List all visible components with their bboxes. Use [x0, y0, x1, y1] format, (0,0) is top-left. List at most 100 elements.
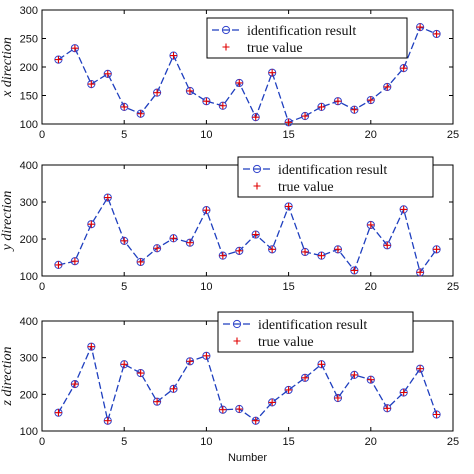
- y-tick-label: 200: [20, 234, 38, 246]
- point-identification-result: [169, 51, 178, 60]
- point-identification-result: [268, 245, 277, 254]
- point-identification-result: [103, 69, 112, 78]
- point-true-value: [202, 97, 210, 105]
- subplot-y-direction: 0 5 10 15 20 25 100 200 300 400 y direction identif…: [0, 156, 459, 293]
- point-true-value: [202, 352, 210, 360]
- point-true-value: [334, 245, 342, 253]
- legend-label: true value: [278, 180, 334, 195]
- point-identification-result: [383, 404, 392, 413]
- x-tick-label: 5: [121, 281, 127, 293]
- x-tick-label: 15: [282, 436, 294, 448]
- y-axis-label: z direction: [0, 347, 15, 407]
- point-true-value: [285, 118, 293, 126]
- legend-box: [206, 17, 408, 59]
- x-tick-label: 20: [365, 129, 377, 141]
- point-true-value: [120, 237, 128, 245]
- point-true-value: [433, 245, 441, 253]
- point-true-value: [400, 205, 408, 213]
- point-identification-result: [87, 220, 96, 229]
- point-identification-result: [120, 360, 129, 369]
- point-identification-result: [268, 398, 277, 407]
- point-identification-result: [350, 266, 359, 275]
- point-true-value: [416, 365, 424, 373]
- point-identification-result: [235, 78, 244, 88]
- y-tick-label: 400: [20, 160, 38, 172]
- point-true-value: [54, 409, 62, 417]
- point-true-value: [87, 343, 95, 351]
- point-identification-result: [383, 241, 392, 250]
- point-true-value: [186, 239, 194, 247]
- x-tick-label: 20: [365, 436, 377, 448]
- point-identification-result: [416, 23, 425, 32]
- legend-plus-icon: [253, 182, 261, 190]
- point-identification-result: [54, 408, 63, 417]
- point-identification-result: [70, 379, 79, 389]
- x-tick-label: 15: [282, 281, 294, 293]
- point-true-value: [153, 89, 161, 97]
- x-tick-label: 0: [39, 129, 45, 141]
- point-identification-result: [366, 95, 375, 105]
- point-identification-result: [218, 405, 227, 414]
- point-identification-result: [300, 373, 310, 382]
- series-line-identification-result: [57, 344, 438, 422]
- x-tick-label: 25: [447, 436, 459, 448]
- point-true-value: [383, 83, 391, 91]
- legend-circle-icon: [221, 25, 231, 35]
- point-true-value: [54, 261, 62, 269]
- point-true-value: [87, 80, 95, 88]
- point-identification-result: [284, 202, 293, 211]
- point-identification-result: [416, 364, 425, 373]
- point-true-value: [301, 374, 309, 382]
- point-identification-result: [218, 101, 227, 110]
- point-true-value: [170, 385, 178, 393]
- point-true-value: [252, 231, 260, 239]
- point-identification-result: [317, 360, 326, 369]
- y-tick-label: 100: [20, 426, 38, 438]
- point-true-value: [350, 266, 358, 274]
- point-identification-result: [399, 388, 408, 397]
- point-true-value: [120, 360, 128, 368]
- point-identification-result: [54, 55, 63, 64]
- point-true-value: [334, 97, 342, 105]
- point-identification-result: [333, 97, 343, 106]
- point-true-value: [268, 398, 276, 406]
- y-tick-label: 200: [20, 62, 38, 74]
- x-tick-label: 5: [121, 129, 127, 141]
- point-identification-result: [169, 234, 178, 243]
- y-tick-label: 250: [20, 34, 38, 46]
- point-true-value: [137, 369, 145, 377]
- x-tick-label: 10: [200, 129, 212, 141]
- point-identification-result: [70, 44, 79, 53]
- point-identification-result: [284, 118, 293, 127]
- point-true-value: [186, 87, 194, 95]
- point-identification-result: [103, 416, 112, 425]
- point-identification-result: [152, 397, 162, 406]
- y-axis-label: x direction: [0, 37, 15, 98]
- point-true-value: [350, 371, 358, 379]
- point-identification-result: [152, 88, 162, 97]
- point-identification-result: [202, 351, 211, 360]
- point-identification-result: [136, 257, 145, 267]
- x-tick-label: 0: [39, 281, 45, 293]
- point-identification-result: [185, 357, 195, 366]
- point-true-value: [317, 360, 325, 368]
- legend-label: identification result: [278, 163, 387, 178]
- point-true-value: [219, 406, 227, 414]
- point-true-value: [170, 52, 178, 60]
- legend-box: [237, 156, 434, 198]
- point-identification-result: [251, 416, 260, 425]
- point-true-value: [137, 110, 145, 118]
- point-true-value: [170, 234, 178, 242]
- y-tick-label: 100: [20, 271, 38, 283]
- x-tick-label: 20: [365, 281, 377, 293]
- point-identification-result: [366, 220, 375, 230]
- point-identification-result: [235, 246, 244, 255]
- point-identification-result: [350, 370, 359, 379]
- point-identification-result: [432, 410, 441, 419]
- point-true-value: [400, 389, 408, 396]
- point-true-value: [120, 103, 128, 111]
- point-true-value: [301, 248, 309, 256]
- point-true-value: [219, 252, 227, 260]
- x-tick-label: 10: [200, 436, 212, 448]
